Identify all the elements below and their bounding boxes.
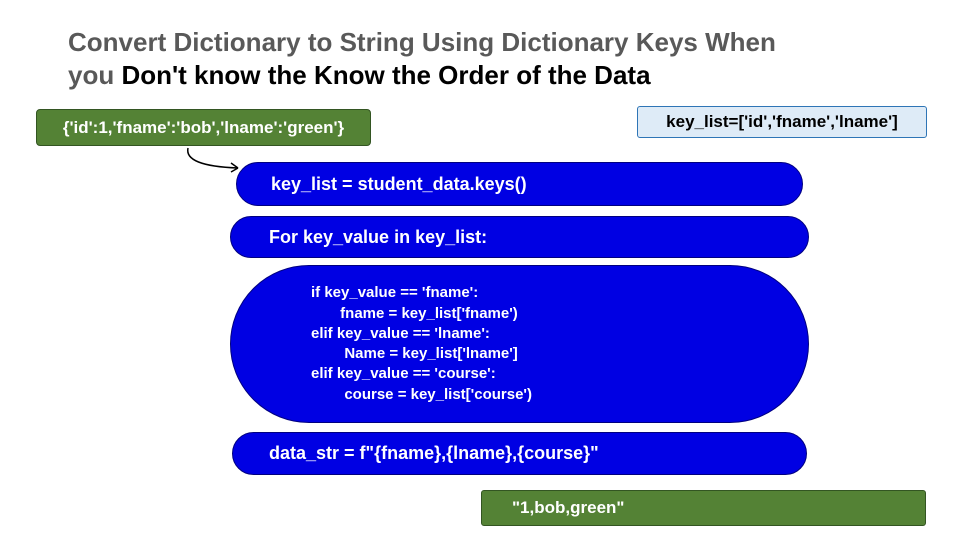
- code-line-2: For key_value in key_list:: [269, 227, 487, 248]
- title-line2-black: Don't know the Know the Order of the Dat…: [121, 60, 650, 90]
- result-text: "1,bob,green": [512, 498, 624, 518]
- result-box: "1,bob,green": [481, 490, 926, 526]
- dict-input-text: {'id':1,'fname':'bob','lname':'green'}: [63, 118, 344, 138]
- code-pill-block: if key_value == 'fname': fname = key_lis…: [230, 265, 809, 423]
- code-block: if key_value == 'fname': fname = key_lis…: [311, 283, 532, 405]
- keylist-text: key_list=['id','fname','lname']: [666, 112, 898, 132]
- code-line-4: data_str = f"{fname},{lname},{course}": [269, 443, 599, 464]
- code-pill-for: For key_value in key_list:: [230, 216, 809, 258]
- slide-stage: Convert Dictionary to String Using Dicti…: [0, 0, 960, 540]
- dict-input-box: {'id':1,'fname':'bob','lname':'green'}: [36, 109, 371, 146]
- keylist-box: key_list=['id','fname','lname']: [637, 106, 927, 138]
- code-pill-keys: key_list = student_data.keys(): [236, 162, 803, 206]
- title-line2-gray: you: [68, 60, 121, 90]
- code-pill-fstring: data_str = f"{fname},{lname},{course}": [232, 432, 807, 475]
- code-line-1: key_list = student_data.keys(): [271, 174, 527, 195]
- slide-title: Convert Dictionary to String Using Dicti…: [68, 26, 828, 93]
- connector-arrow: [178, 146, 248, 176]
- title-line1: Convert Dictionary to String Using Dicti…: [68, 27, 776, 57]
